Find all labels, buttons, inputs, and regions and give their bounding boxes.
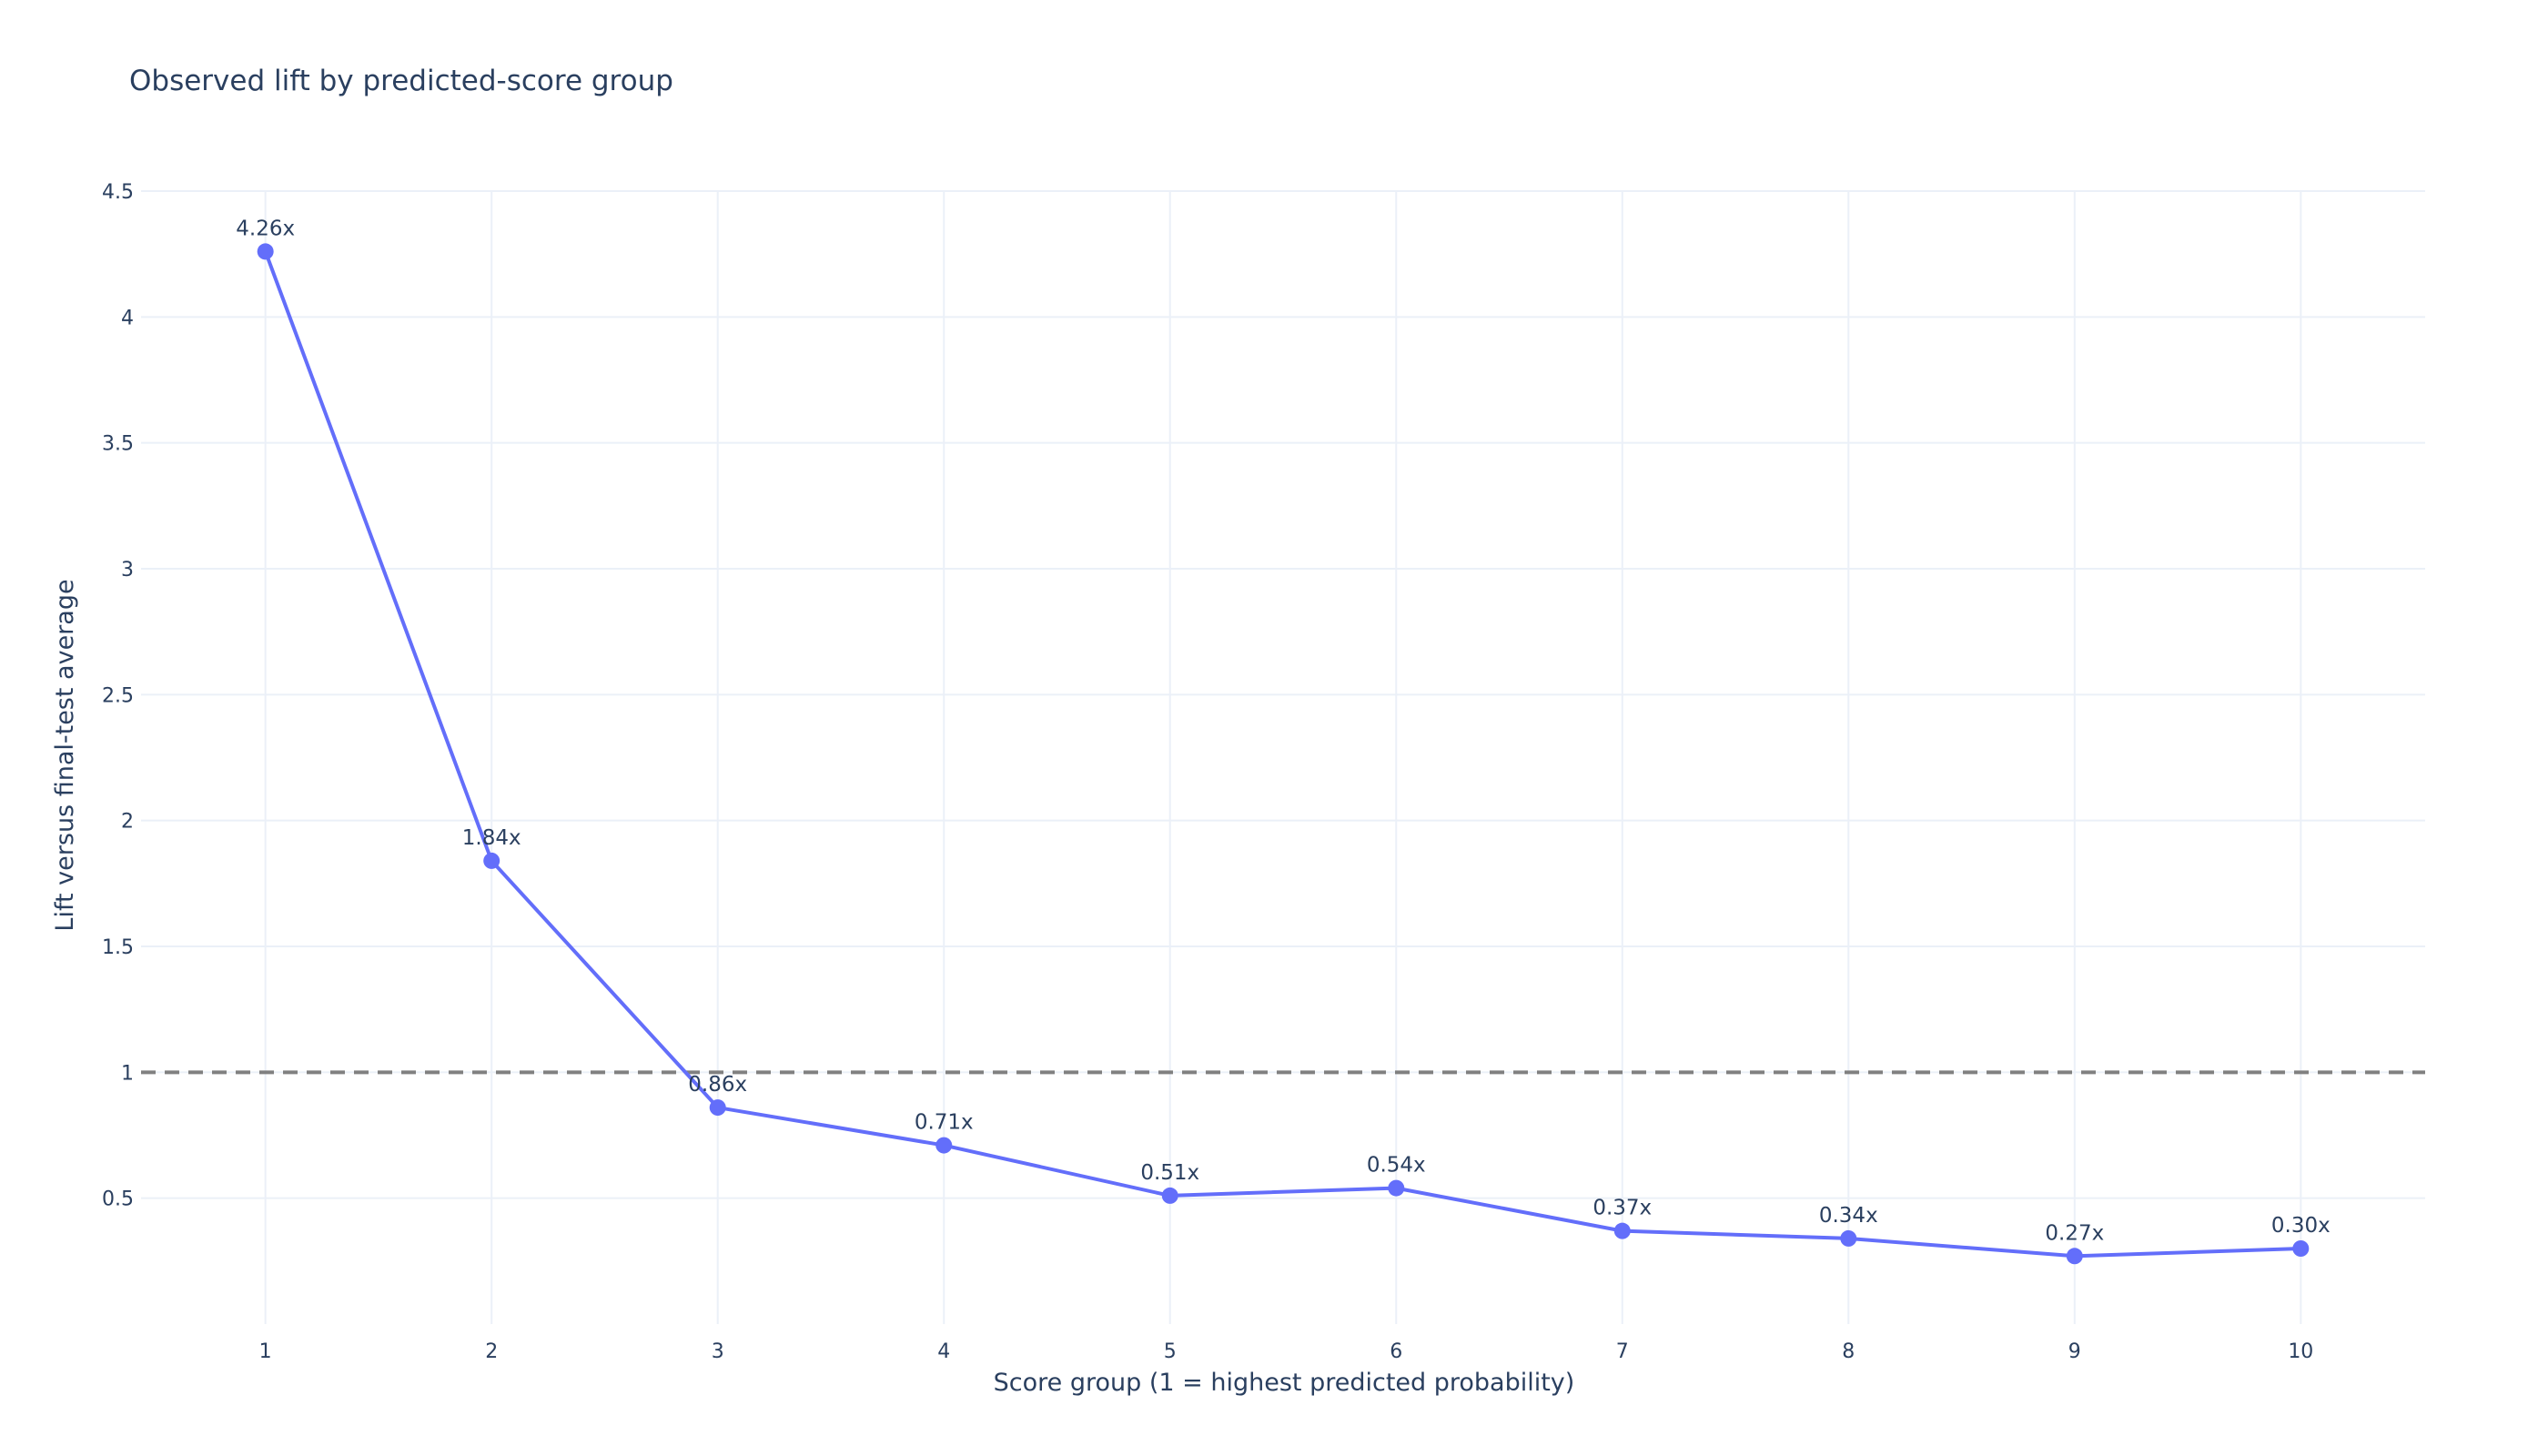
y-tick-label: 4 <box>121 307 134 329</box>
data-point-marker <box>1613 1222 1631 1239</box>
markers-layer <box>257 243 2310 1265</box>
data-point-marker <box>935 1137 953 1154</box>
y-tick-label: 3.5 <box>102 433 134 456</box>
series-line <box>263 250 2301 1259</box>
x-tick-label: 1 <box>259 1340 272 1363</box>
data-label: 0.37x <box>1592 1197 1652 1220</box>
x-tick-label: 5 <box>1164 1340 1177 1363</box>
y-tick-label: 1 <box>121 1062 134 1085</box>
series-line-layer <box>263 250 2301 1259</box>
data-point-marker <box>1388 1179 1405 1197</box>
x-tick-labels: 1 2 3 4 5 6 7 8 9 10 <box>259 1340 2314 1363</box>
data-labels-layer: 4.26x 1.84x 0.86x 0.71x 0.51x 0.54x 0.37x 0.34x… <box>236 217 2330 1245</box>
y-tick-label: 2 <box>121 811 134 834</box>
data-point-marker <box>2292 1240 2310 1257</box>
data-point-marker <box>483 852 500 869</box>
x-tick-label: 10 <box>2288 1340 2313 1363</box>
x-tick-label: 7 <box>1616 1340 1629 1363</box>
data-point-marker <box>1161 1187 1178 1204</box>
data-point-marker <box>257 243 274 260</box>
y-tick-label: 4.5 <box>102 181 134 204</box>
x-tick-label: 9 <box>2068 1340 2081 1363</box>
data-label: 0.54x <box>1367 1154 1426 1178</box>
data-label: 0.86x <box>688 1073 747 1097</box>
grid-lines <box>141 190 2425 1324</box>
x-tick-label: 3 <box>712 1340 724 1363</box>
data-label: 1.84x <box>462 826 521 850</box>
data-label: 0.27x <box>2045 1221 2104 1245</box>
data-point-marker <box>2066 1248 2083 1265</box>
data-label: 0.30x <box>2271 1214 2331 1238</box>
x-tick-label: 6 <box>1390 1340 1402 1363</box>
y-tick-label: 2.5 <box>102 684 134 707</box>
x-tick-label: 8 <box>1842 1340 1855 1363</box>
x-tick-label: 4 <box>937 1340 950 1363</box>
y-tick-label: 0.5 <box>102 1188 134 1211</box>
data-label: 0.34x <box>1819 1204 1878 1228</box>
chart-title: Observed lift by predicted-score group <box>129 65 673 97</box>
data-point-marker <box>709 1099 726 1117</box>
data-label: 4.26x <box>236 217 295 240</box>
x-tick-label: 2 <box>485 1340 498 1363</box>
y-tick-label: 3 <box>121 559 134 581</box>
y-tick-labels: 0.5 1 1.5 2 2.5 3 3.5 4 4.5 <box>102 181 134 1211</box>
data-point-marker <box>1840 1229 1857 1247</box>
y-tick-label: 1.5 <box>102 936 134 959</box>
data-label: 0.71x <box>915 1111 974 1135</box>
y-axis-title: Lift versus final-test average <box>51 579 79 931</box>
data-label: 0.51x <box>1140 1161 1199 1185</box>
x-axis-title: Score group (1 = highest predicted proba… <box>994 1369 1575 1397</box>
